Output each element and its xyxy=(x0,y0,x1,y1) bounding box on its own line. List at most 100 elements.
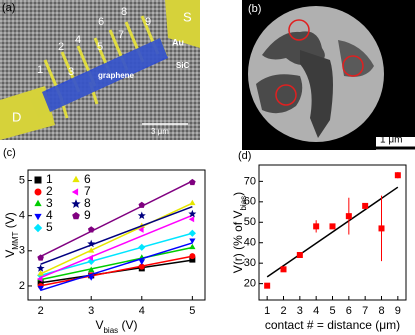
data-point xyxy=(189,243,196,250)
data-point xyxy=(138,201,146,208)
plot-frame xyxy=(27,169,206,301)
metal-contact xyxy=(300,50,333,138)
data-point xyxy=(378,225,385,232)
legend-marker xyxy=(34,199,42,207)
data-point xyxy=(138,226,144,233)
x-tick-label: 5 xyxy=(189,305,195,317)
contact-label: 4 xyxy=(75,34,81,46)
data-point xyxy=(37,270,44,276)
fit-line xyxy=(40,246,193,281)
fit-line xyxy=(40,202,193,275)
panel-label: (a) xyxy=(2,2,15,14)
y-tick-label: 4 xyxy=(19,210,25,222)
legend-label: 1 xyxy=(46,172,53,186)
contact-label: 7 xyxy=(118,29,124,41)
data-point xyxy=(36,264,45,272)
probe-circle xyxy=(288,19,310,41)
y-axis-label-part: ) xyxy=(231,192,245,196)
panel-label: (d) xyxy=(238,150,251,162)
data-point xyxy=(345,213,352,220)
data-point xyxy=(87,257,95,265)
data-point xyxy=(189,238,196,244)
scale-bar-label: 1 μm xyxy=(380,135,402,146)
y-tick-label: 50 xyxy=(244,216,256,228)
legend-marker xyxy=(72,175,80,183)
legend-marker xyxy=(34,188,42,196)
legend-marker xyxy=(72,211,80,220)
data-point xyxy=(88,266,95,272)
x-tick-label: 5 xyxy=(329,305,335,317)
y-axis-label-part: V(r) (% of V xyxy=(231,211,245,274)
contact-label: 3 xyxy=(68,66,74,78)
data-point xyxy=(87,239,96,248)
data-point xyxy=(138,259,145,265)
x-tick-label: 1 xyxy=(264,305,270,317)
x-tick-label: 6 xyxy=(346,305,352,317)
x-tick-label: 4 xyxy=(313,305,319,317)
data-point xyxy=(37,285,44,292)
data-point xyxy=(189,199,196,206)
x-axis-label-part: (V) xyxy=(118,318,137,332)
substrate-label: SiC xyxy=(176,61,190,70)
legend-marker xyxy=(71,188,79,196)
fit-line xyxy=(40,214,193,279)
legend-label: 4 xyxy=(46,208,53,222)
data-point xyxy=(189,253,196,260)
y-tick-label: 20 xyxy=(244,278,256,290)
data-point xyxy=(87,254,94,261)
x-tick-label: 2 xyxy=(38,305,44,317)
data-point xyxy=(88,247,95,253)
y-axis-label-part: (V) xyxy=(3,212,17,231)
data-point xyxy=(37,275,43,283)
data-point xyxy=(329,223,336,230)
y-tick-label: 40 xyxy=(244,237,256,249)
panel-label: (b) xyxy=(248,3,261,15)
legend-label: 2 xyxy=(46,184,53,198)
legend-label: 6 xyxy=(84,172,91,186)
x-axis-label: Vbias (V) xyxy=(95,318,137,334)
y-axis-label: V(r) (% of Vbias) xyxy=(231,192,247,273)
y-axis-label-part: bias xyxy=(239,196,248,211)
fit-line xyxy=(266,186,399,278)
channel-label: graphene xyxy=(98,71,135,80)
data-point xyxy=(138,263,145,270)
y-axis-label: VMMT (V) xyxy=(3,212,19,258)
fit-line xyxy=(40,206,193,265)
panel-a: (a) 1 2 3 4 5 6 7 8 9 S D Au SiC graphen… xyxy=(0,0,200,140)
x-tick-label: 2 xyxy=(280,305,286,317)
data-point xyxy=(37,254,44,261)
data-point xyxy=(394,172,401,179)
y-tick-label: 60 xyxy=(244,196,256,208)
legend-marker xyxy=(33,223,43,233)
x-axis-label: contact # = distance (μm) xyxy=(265,318,400,332)
x-tick-label: 9 xyxy=(395,305,401,317)
contact-label: 2 xyxy=(58,41,64,53)
probe-circle xyxy=(342,55,364,77)
legend-label: 9 xyxy=(84,208,91,222)
data-point xyxy=(137,211,146,220)
data-point xyxy=(296,252,303,258)
data-point xyxy=(264,282,271,289)
panel-b: (b) 1 μm xyxy=(242,0,415,150)
x-tick-label: 8 xyxy=(378,305,384,317)
data-point xyxy=(313,223,320,230)
legend-label: 7 xyxy=(84,184,91,198)
contact-label: 1 xyxy=(37,64,43,76)
contact-label: 5 xyxy=(97,41,103,53)
x-tick-label: 7 xyxy=(362,305,368,317)
legend-label: 3 xyxy=(46,196,53,210)
legend-marker xyxy=(71,199,81,208)
y-tick-label: 3 xyxy=(19,245,25,257)
fit-line xyxy=(40,255,193,287)
y-tick-label: 30 xyxy=(244,257,256,269)
legend-marker xyxy=(34,176,42,184)
source-pad xyxy=(165,0,200,48)
data-point xyxy=(362,202,369,209)
data-point xyxy=(188,229,196,237)
graphene-channel xyxy=(42,38,168,112)
data-point xyxy=(188,209,197,218)
source-label: S xyxy=(183,9,192,24)
metal-label: Au xyxy=(172,37,184,47)
